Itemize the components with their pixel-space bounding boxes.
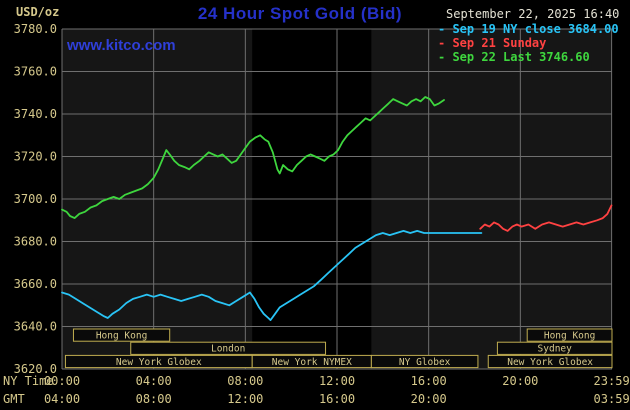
session-label: Sydney: [538, 344, 573, 355]
session-box: [526, 328, 613, 342]
x-tick-ny-label: 12:00: [319, 374, 355, 388]
x-tick-ny-label: 04:00: [136, 374, 172, 388]
x-tick-ny-label: 20:00: [502, 374, 538, 388]
x-tick-gmt-label: 20:00: [411, 392, 447, 406]
chart-datetime: September 22, 2025 16:40: [446, 7, 620, 21]
y-tick-label: 3780.0: [14, 22, 57, 36]
session-label: New York Globex: [116, 357, 202, 368]
chart-title: 24 Hour Spot Gold (Bid): [197, 4, 403, 23]
legend-item: - Sep 21 Sunday: [438, 36, 619, 50]
y-tick-label: 3660.0: [14, 277, 57, 291]
session-box: [370, 354, 479, 369]
legend-label: Sep 19 NY close 3684.00: [445, 22, 619, 36]
y-tick-label: 3680.0: [14, 235, 57, 249]
session-box: [496, 341, 613, 355]
session-label: Hong Kong: [544, 331, 595, 342]
session-label: New York Globex: [507, 357, 593, 368]
session-label: Hong Kong: [96, 331, 147, 342]
session-box: [130, 341, 327, 355]
session-label: London: [211, 344, 245, 355]
legend-item: - Sep 22 Last 3746.60: [438, 50, 619, 64]
ny-time-axis-label: NY Time: [3, 374, 54, 388]
session-label: New York NYMEX: [272, 357, 352, 368]
x-tick-ny-label: 00:00: [44, 374, 80, 388]
y-tick-label: 3700.0: [14, 192, 57, 206]
kitco-watermark-link[interactable]: www.kitco.com: [67, 37, 176, 54]
x-tick-ny-label: 16:00: [411, 374, 447, 388]
x-tick-gmt-label: 08:00: [136, 392, 172, 406]
legend-line-marker: -: [438, 36, 446, 50]
series-line-sep22-today: [61, 96, 445, 220]
legend-item: - Sep 19 NY close 3684.00: [438, 22, 619, 36]
x-tick-gmt-label: 12:00: [227, 392, 263, 406]
gmt-axis-label: GMT: [3, 392, 25, 406]
y-tick-label: 3620.0: [14, 362, 57, 376]
legend-line-marker: -: [438, 50, 446, 64]
x-tick-gmt-label: 16:00: [319, 392, 355, 406]
y-axis-units-label: USD/oz: [16, 5, 60, 19]
session-box: [487, 354, 613, 369]
y-tick-label: 3760.0: [14, 65, 57, 79]
legend-label: Sep 21 Sunday: [445, 36, 547, 50]
series-line-sep19-ny-close: [61, 229, 483, 322]
session-label: NY Globex: [399, 357, 451, 368]
y-tick-label: 3740.0: [14, 107, 57, 121]
y-tick-label: 3720.0: [14, 150, 57, 164]
session-box: [72, 328, 171, 342]
x-tick-gmt-label: 03:59: [594, 392, 630, 406]
y-tick-label: 3640.0: [14, 320, 57, 334]
chart-legend: - Sep 19 NY close 3684.00- Sep 21 Sunday…: [438, 22, 619, 64]
x-tick-ny-label: 23:59: [594, 374, 630, 388]
legend-line-marker: -: [438, 22, 446, 36]
x-tick-gmt-label: 04:00: [44, 392, 80, 406]
x-tick-ny-label: 08:00: [227, 374, 263, 388]
series-line-sep21-sunday: [479, 204, 613, 232]
legend-label: Sep 22 Last 3746.60: [445, 50, 590, 64]
